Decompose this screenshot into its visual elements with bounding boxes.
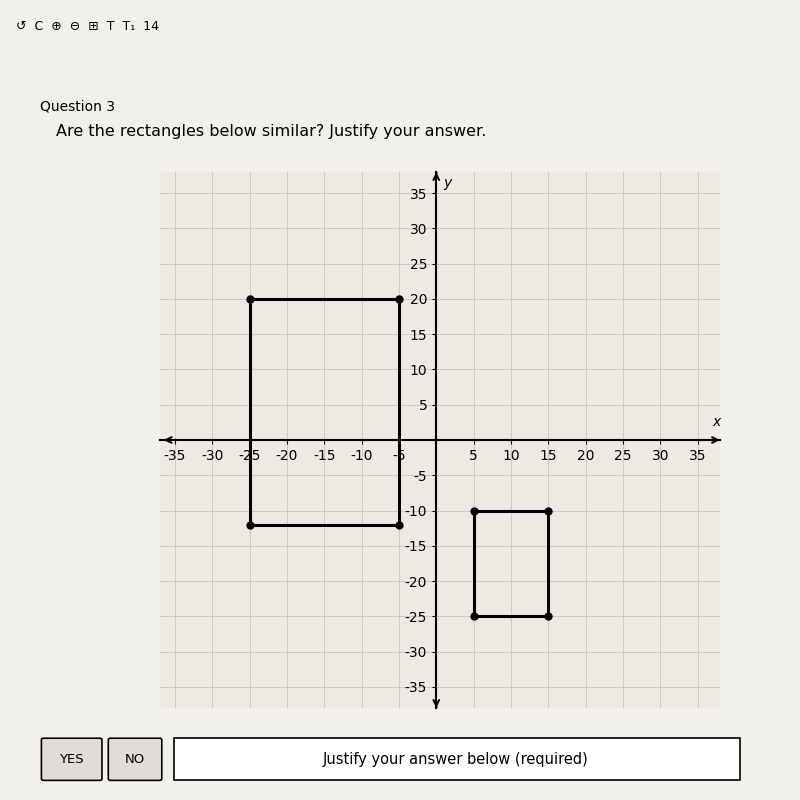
FancyBboxPatch shape	[108, 738, 162, 780]
Bar	[474, 510, 548, 616]
Text: Justify your answer below (required): Justify your answer below (required)	[322, 751, 588, 766]
Bar	[250, 299, 399, 525]
Text: Question 3: Question 3	[40, 100, 115, 114]
Text: NO: NO	[125, 753, 145, 766]
Text: ↺  C  ⊕  ⊖  ⊞  T  T₁  14: ↺ C ⊕ ⊖ ⊞ T T₁ 14	[16, 19, 159, 33]
Text: x: x	[712, 415, 720, 430]
Text: YES: YES	[59, 753, 84, 766]
Text: Are the rectangles below similar? Justify your answer.: Are the rectangles below similar? Justif…	[56, 124, 486, 139]
FancyBboxPatch shape	[42, 738, 102, 780]
Text: y: y	[443, 175, 451, 190]
Bar	[174, 738, 741, 780]
